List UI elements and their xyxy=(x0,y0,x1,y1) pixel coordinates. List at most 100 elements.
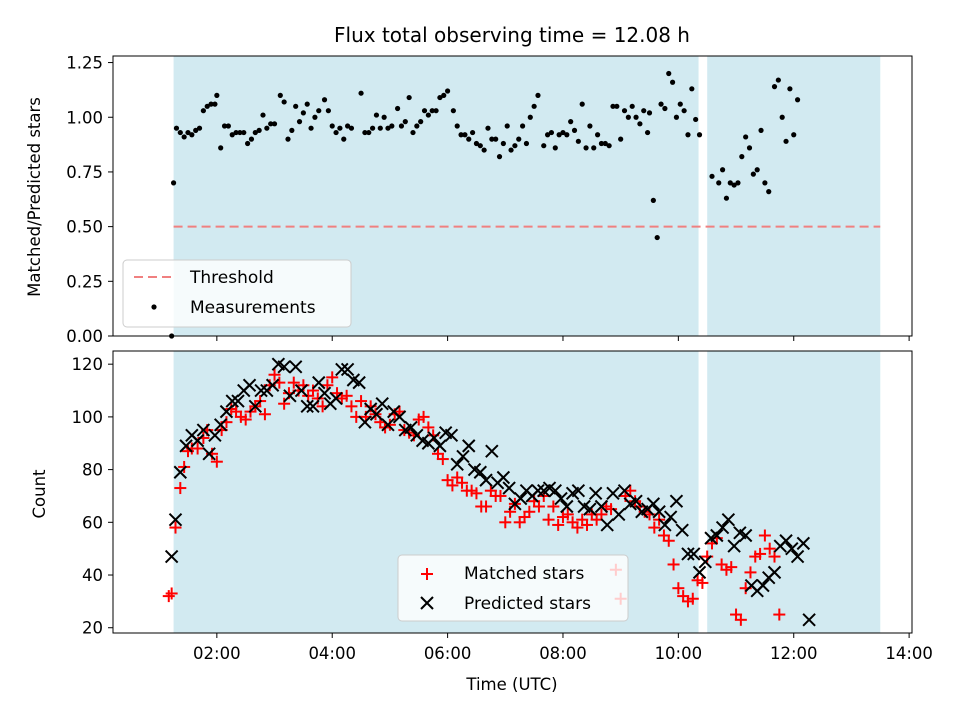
matched-star-point xyxy=(480,500,493,513)
measurement-point xyxy=(519,123,526,129)
predicted-star-point xyxy=(617,483,632,498)
measurement-point xyxy=(454,123,460,129)
measurement-point xyxy=(758,127,764,133)
measurement-point xyxy=(358,90,364,96)
measurement-point xyxy=(402,119,408,125)
predicted-star-point xyxy=(190,433,205,448)
matched-star-point xyxy=(470,487,483,500)
measurement-point xyxy=(296,119,303,125)
measurement-point xyxy=(214,92,220,98)
predicted-star-point xyxy=(721,512,736,527)
measurement-point xyxy=(531,103,537,109)
measurement-point xyxy=(389,123,395,129)
measurement-point xyxy=(746,145,753,151)
predicted-star-point xyxy=(231,394,245,408)
predicted-star-point xyxy=(404,420,418,435)
predicted-star-point xyxy=(652,505,666,519)
matched-star-point xyxy=(258,408,271,421)
predicted-star-point xyxy=(779,534,793,548)
measurement-point xyxy=(587,123,593,129)
matched-star-point xyxy=(662,534,675,547)
measurement-point xyxy=(444,88,451,94)
matched-legend-swatch xyxy=(421,568,433,580)
measurement-point xyxy=(450,108,456,114)
measurement-point xyxy=(437,94,443,101)
top-legend: Threshold Measurements xyxy=(122,259,352,328)
measurement-point xyxy=(248,136,255,142)
y-tick-label: 0.25 xyxy=(66,272,103,291)
predicted-star-point xyxy=(381,418,395,432)
y-tick-label: 40 xyxy=(82,566,103,585)
measurement-point xyxy=(719,167,726,173)
predicted-star-point xyxy=(629,494,643,508)
predicted-star-point xyxy=(329,391,343,406)
predicted-star-point xyxy=(358,415,372,429)
measurement-point xyxy=(473,140,480,147)
bottom-legend: Matched stars Predicted stars xyxy=(397,554,629,622)
predicted-star-point xyxy=(462,439,476,453)
top-y-axis-label: Matched/Predicted stars xyxy=(25,97,44,297)
measurement-point xyxy=(512,143,518,149)
measurement-point xyxy=(481,147,487,153)
measurement-point xyxy=(654,234,660,241)
measurement-point xyxy=(366,129,372,136)
measurement-point xyxy=(743,134,749,140)
measurement-point xyxy=(429,108,435,114)
matched-star-point xyxy=(768,550,781,563)
measurement-point xyxy=(433,108,439,114)
measurement-point xyxy=(723,195,730,201)
measurement-point xyxy=(646,110,653,116)
matched-star-point xyxy=(494,489,507,502)
predicted-star-point xyxy=(179,439,193,453)
measurement-point xyxy=(373,112,380,118)
matched-star-point xyxy=(571,521,584,534)
measurement-point xyxy=(325,108,331,114)
measurement-point xyxy=(189,132,195,138)
predicted-star-point xyxy=(164,549,179,564)
measurement-point xyxy=(621,108,628,114)
matched-star-point xyxy=(686,592,699,605)
measurement-point xyxy=(218,145,224,151)
matched-star-point xyxy=(239,413,252,426)
matched-star-point xyxy=(165,587,178,600)
predicted-star-point xyxy=(548,483,562,498)
predicted-star-point xyxy=(208,428,222,443)
predicted-star-point xyxy=(254,383,268,398)
predicted-star-point xyxy=(375,397,389,411)
matched-star-point xyxy=(547,500,560,513)
predicted-star-point xyxy=(473,465,487,479)
measurement-point xyxy=(681,108,687,114)
measurement-point xyxy=(610,103,616,109)
x-tick-label: 04:00 xyxy=(308,644,356,663)
predicted-legend-label: Predicted stars xyxy=(464,594,591,614)
predicted-star-point xyxy=(675,523,689,537)
predicted-star-point xyxy=(698,555,712,569)
measurement-point xyxy=(637,121,643,127)
measurement-point xyxy=(544,132,551,138)
measurement-point xyxy=(775,77,781,83)
chart-title: Flux total observing time = 12.08 h xyxy=(334,23,690,47)
measurement-point xyxy=(385,125,391,131)
matched-star-point xyxy=(268,368,281,381)
predicted-star-point xyxy=(456,449,470,464)
measurement-point xyxy=(268,121,274,127)
predicted-star-point xyxy=(554,491,568,506)
measurement-point xyxy=(783,138,789,144)
measurement-point xyxy=(225,123,231,129)
x-tick-label: 12:00 xyxy=(770,644,818,663)
matched-star-point xyxy=(340,389,353,402)
measurement-point xyxy=(406,94,412,101)
measurement-point xyxy=(414,123,420,129)
measurement-point xyxy=(173,125,180,131)
matched-star-point xyxy=(210,455,223,468)
predicted-star-point xyxy=(288,360,303,374)
matched-star-point xyxy=(561,508,574,521)
measurement-point xyxy=(341,136,347,142)
top-legend-frame xyxy=(122,259,352,328)
measurement-point xyxy=(552,145,558,151)
matched-star-point xyxy=(417,410,430,423)
measurement-point xyxy=(727,180,733,186)
measurement-point xyxy=(489,136,495,142)
measurement-point xyxy=(564,132,570,138)
measurement-point xyxy=(466,136,472,142)
